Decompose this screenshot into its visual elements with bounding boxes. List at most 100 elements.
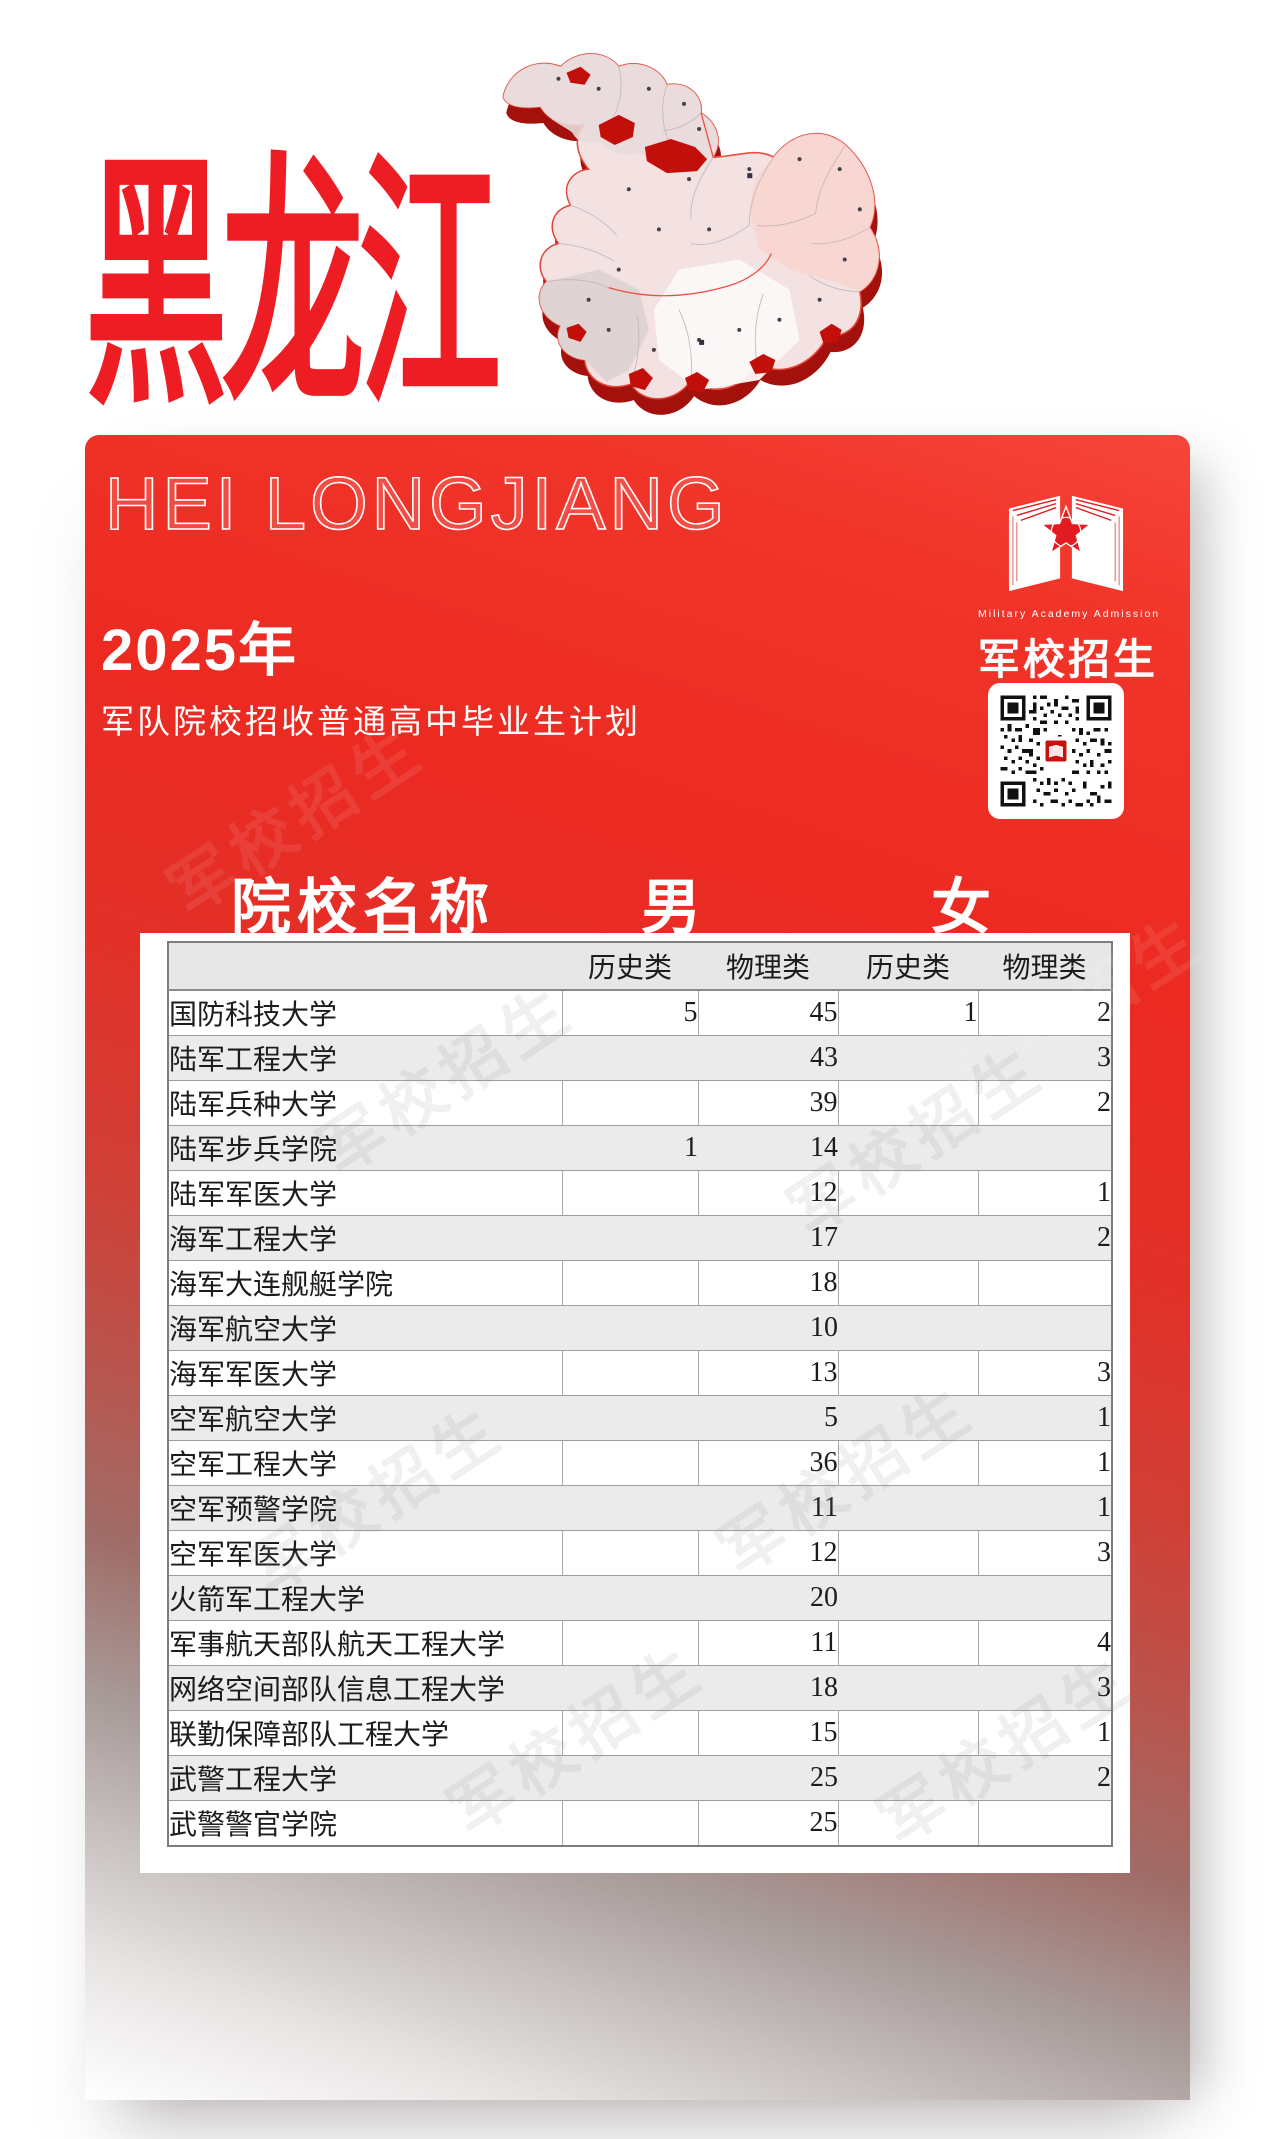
female-history-cell xyxy=(837,1350,978,1396)
female-physics-cell xyxy=(978,1125,1112,1171)
city-dot xyxy=(556,76,862,352)
female-history-cell xyxy=(837,1800,978,1846)
qr-code xyxy=(988,683,1124,819)
female-history-cell xyxy=(838,1755,978,1801)
male-history-cell xyxy=(561,1350,698,1396)
male-physics-cell: 5 xyxy=(698,1395,838,1441)
poster-body: HEI LONGJIANG 2025年 军队院校招收普通高中毕业生计划 Mili… xyxy=(85,435,1190,2100)
admission-plan-table: 历史类 物理类 历史类 物理类 国防科技大学 5 45 1 2 陆军工程大学 43 3 陆军兵种… xyxy=(167,941,1113,1847)
male-physics-cell: 25 xyxy=(697,1800,838,1846)
female-history-cell xyxy=(838,1215,978,1261)
male-history-cell xyxy=(561,1170,698,1216)
female-history-cell xyxy=(838,1575,978,1621)
female-history-cell xyxy=(837,1260,978,1306)
female-physics-cell xyxy=(977,1260,1112,1306)
table-row: 军事航天部队航天工程大学 11 4 xyxy=(168,1620,1112,1666)
sub-header-female-history: 历史类 xyxy=(838,942,978,991)
male-history-cell xyxy=(562,1035,698,1081)
year-heading: 2025年 xyxy=(101,618,299,683)
col-group-school: 院校名称 xyxy=(231,874,495,941)
school-cell: 海军航空大学 xyxy=(168,1305,562,1351)
school-cell: 武警工程大学 xyxy=(168,1755,562,1801)
table-body: 国防科技大学 5 45 1 2 陆军工程大学 43 3 陆军兵种大学 39 2 陆军步兵学院 1 14 陆军… xyxy=(168,989,1112,1846)
female-physics-cell: 1 xyxy=(978,1485,1112,1531)
sub-header-row: 历史类 物理类 历史类 物理类 xyxy=(168,942,1112,991)
female-physics-cell: 3 xyxy=(978,1665,1112,1711)
female-history-cell xyxy=(838,1125,978,1171)
col-group-male: 男 xyxy=(641,874,701,941)
province-title-en: HEI LONGJIANG xyxy=(104,461,729,546)
male-history-cell xyxy=(562,1575,698,1621)
male-history-cell: 1 xyxy=(562,1125,698,1171)
male-history-cell xyxy=(562,1215,698,1261)
open-book-star-icon xyxy=(1008,495,1124,592)
col-group-female: 女 xyxy=(931,874,991,941)
female-history-cell: 1 xyxy=(837,989,978,1036)
male-physics-cell: 20 xyxy=(698,1575,838,1621)
male-physics-cell: 10 xyxy=(698,1305,838,1351)
male-history-cell xyxy=(561,1710,698,1756)
male-physics-cell: 11 xyxy=(698,1485,838,1531)
school-cell: 海军军医大学 xyxy=(168,1350,562,1396)
school-cell: 国防科技大学 xyxy=(168,989,562,1036)
male-history-cell xyxy=(562,1665,698,1711)
male-physics-cell: 17 xyxy=(698,1215,838,1261)
female-history-cell xyxy=(837,1620,978,1666)
school-cell: 空军工程大学 xyxy=(168,1440,562,1486)
male-physics-cell: 12 xyxy=(697,1530,838,1576)
table-row: 空军航空大学 5 1 xyxy=(168,1395,1112,1441)
female-physics-cell: 3 xyxy=(978,1035,1112,1081)
male-history-cell xyxy=(561,1530,698,1576)
female-physics-cell: 2 xyxy=(977,1080,1112,1126)
female-physics-cell xyxy=(978,1305,1112,1351)
school-cell: 空军预警学院 xyxy=(168,1485,562,1531)
male-history-cell xyxy=(562,1395,698,1441)
male-physics-cell: 25 xyxy=(698,1755,838,1801)
female-physics-cell: 4 xyxy=(977,1620,1112,1666)
school-cell: 军事航天部队航天工程大学 xyxy=(168,1620,562,1666)
plan-subtitle: 军队院校招收普通高中毕业生计划 xyxy=(101,703,641,740)
male-physics-cell: 12 xyxy=(697,1170,838,1216)
male-physics-cell: 15 xyxy=(697,1710,838,1756)
female-physics-cell: 1 xyxy=(978,1395,1112,1441)
school-cell: 陆军兵种大学 xyxy=(168,1080,562,1126)
female-physics-cell: 2 xyxy=(978,1215,1112,1261)
female-history-cell xyxy=(837,1530,978,1576)
male-history-cell xyxy=(562,1485,698,1531)
female-physics-cell xyxy=(978,1575,1112,1621)
school-cell: 陆军工程大学 xyxy=(168,1035,562,1081)
female-physics-cell: 1 xyxy=(977,1170,1112,1216)
sub-header-male-history: 历史类 xyxy=(562,942,698,991)
table-row: 网络空间部队信息工程大学 18 3 xyxy=(168,1665,1112,1711)
table-row: 武警警官学院 25 xyxy=(168,1800,1112,1846)
male-history-cell xyxy=(562,1305,698,1351)
school-cell: 空军军医大学 xyxy=(168,1530,562,1576)
table-row: 武警工程大学 25 2 xyxy=(168,1755,1112,1801)
table-row: 海军军医大学 13 3 xyxy=(168,1350,1112,1396)
male-history-cell xyxy=(561,1260,698,1306)
school-cell: 陆军步兵学院 xyxy=(168,1125,562,1171)
heilongjiang-map xyxy=(502,53,883,415)
school-cell: 火箭军工程大学 xyxy=(168,1575,562,1621)
female-history-cell xyxy=(837,1710,978,1756)
school-cell: 海军工程大学 xyxy=(168,1215,562,1261)
female-history-cell xyxy=(838,1035,978,1081)
school-cell: 武警警官学院 xyxy=(168,1800,562,1846)
female-physics-cell xyxy=(977,1800,1112,1846)
male-history-cell xyxy=(561,1440,698,1486)
table-row: 联勤保障部队工程大学 15 1 xyxy=(168,1710,1112,1756)
female-physics-cell: 1 xyxy=(977,1710,1112,1756)
table-row: 海军航空大学 10 xyxy=(168,1305,1112,1351)
table-row: 空军预警学院 11 1 xyxy=(168,1485,1112,1531)
school-cell: 海军大连舰艇学院 xyxy=(168,1260,562,1306)
female-history-cell xyxy=(837,1440,978,1486)
table-row: 陆军步兵学院 1 14 xyxy=(168,1125,1112,1171)
female-history-cell xyxy=(838,1395,978,1441)
female-physics-cell: 1 xyxy=(977,1440,1112,1486)
male-physics-cell: 11 xyxy=(697,1620,838,1666)
female-physics-cell: 2 xyxy=(978,1755,1112,1801)
male-physics-cell: 43 xyxy=(698,1035,838,1081)
male-physics-cell: 18 xyxy=(697,1260,838,1306)
qr-pattern xyxy=(997,692,1115,810)
